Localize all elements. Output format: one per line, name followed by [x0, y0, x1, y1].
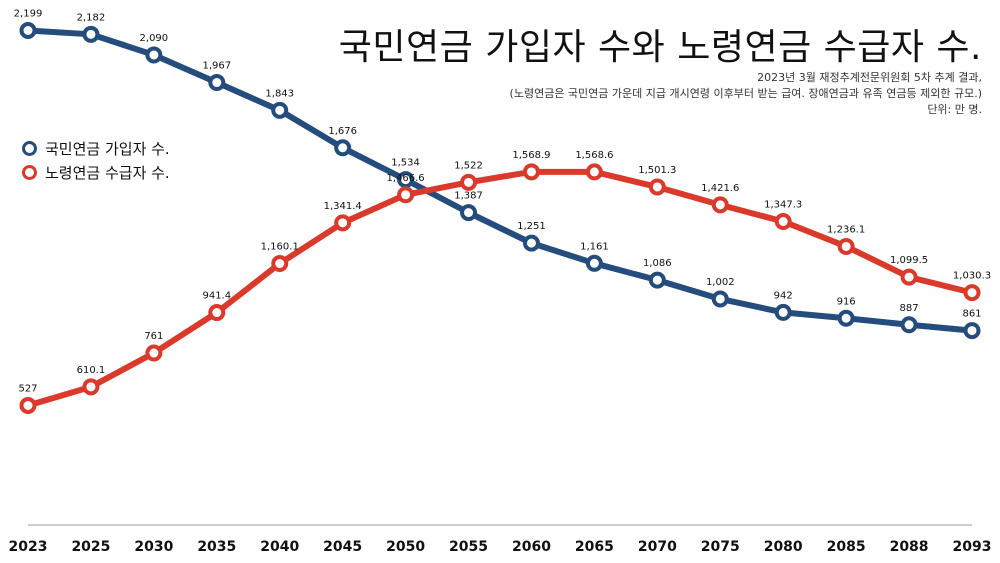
data-label-0-2050: 1,534 [391, 158, 420, 169]
data-point-1-2060 [522, 163, 540, 181]
data-point-0-2060 [522, 234, 540, 252]
x-tick-2070: 2070 [638, 539, 677, 555]
data-point-0-2055 [460, 204, 478, 222]
data-point-1-2065 [585, 163, 603, 181]
x-tick-2050: 2050 [386, 539, 425, 555]
data-point-0-2065 [585, 254, 603, 272]
x-tick-2080: 2080 [764, 539, 803, 555]
x-tick-2088: 2088 [890, 539, 929, 555]
data-label-1-2040: 1,160.1 [261, 242, 299, 253]
x-tick-2093: 2093 [953, 539, 992, 555]
data-label-1-2025: 610.1 [77, 365, 106, 376]
data-label-0-2055: 1,387 [454, 191, 483, 202]
data-point-0-2050 [397, 171, 415, 189]
data-label-1-2045: 1,341.4 [324, 201, 362, 212]
data-point-0-2035 [208, 74, 226, 92]
data-label-1-2055: 1,522 [454, 160, 483, 171]
data-point-0-2045 [334, 139, 352, 157]
data-point-0-2023 [19, 22, 37, 39]
data-point-1-2045 [334, 214, 352, 232]
data-label-0-2093: 861 [962, 309, 981, 320]
data-point-0-2040 [271, 101, 289, 119]
data-label-1-2080: 1,347.3 [764, 200, 802, 211]
data-label-1-2035: 941.4 [202, 291, 231, 302]
data-point-1-2055 [460, 173, 478, 191]
legend-label-recipients: 노령연금 수급자 수. [45, 163, 170, 182]
data-point-0-2080 [774, 303, 792, 321]
data-label-1-2023: 527 [18, 384, 37, 395]
data-label-0-2085: 916 [837, 296, 856, 307]
data-label-1-2030: 761 [144, 331, 163, 342]
note-source: 2023년 3월 재정추계전문위원회 5차 추계 결과, [757, 71, 982, 84]
legend-marker-blue [22, 140, 37, 156]
note-unit: 단위: 만 명. [927, 103, 982, 116]
data-label-0-2025: 2,182 [77, 12, 106, 23]
data-label-0-2023: 2,199 [14, 9, 43, 20]
chart-notes: 2023년 3월 재정추계전문위원회 5차 추계 결과, (노령연금은 국민연금… [510, 70, 982, 118]
data-label-0-2035: 1,967 [202, 61, 231, 72]
data-label-1-2060: 1,568.9 [512, 150, 550, 161]
data-point-1-2023 [19, 397, 37, 414]
data-label-1-2085: 1,236.1 [827, 224, 865, 235]
x-tick-2023: 2023 [9, 539, 48, 555]
x-tick-2025: 2025 [71, 539, 110, 555]
data-point-0-2093 [963, 322, 981, 340]
x-tick-labels: 2023 2025 2030 2035 2040 2045 2050 2055 2060 2065… [9, 539, 992, 555]
data-label-1-2050: 1,466.6 [387, 173, 425, 184]
x-tick-2075: 2075 [701, 539, 740, 555]
data-point-0-2030 [145, 46, 163, 64]
x-tick-2065: 2065 [575, 539, 614, 555]
data-label-0-2060: 1,251 [517, 221, 546, 232]
data-point-1-2080 [774, 213, 792, 231]
series-subscribers [19, 22, 981, 340]
data-point-1-2075 [711, 196, 729, 214]
data-point-0-2070 [648, 271, 666, 289]
x-tick-2030: 2030 [134, 539, 173, 555]
data-label-0-2070: 1,086 [643, 258, 672, 269]
legend-item-subscribers: 국민연금 가입자 수. [22, 136, 170, 160]
note-definition: (노령연금은 국민연금 가운데 지급 개시연령 이후부터 받는 급여. 장애연금… [509, 87, 982, 100]
data-label-1-2075: 1,421.6 [701, 183, 739, 194]
x-tick-2055: 2055 [449, 539, 488, 555]
data-label-0-2040: 1,843 [265, 88, 294, 99]
data-label-1-2088: 1,099.5 [890, 255, 928, 266]
series-line-1 [25, 168, 975, 409]
data-point-1-2035 [208, 304, 226, 322]
series-recipients [19, 163, 981, 414]
data-point-1-2070 [648, 178, 666, 196]
x-tick-2085: 2085 [827, 539, 866, 555]
data-point-0-2025 [82, 25, 100, 43]
data-label-0-2045: 1,676 [328, 126, 357, 137]
data-label-0-2065: 1,161 [580, 241, 609, 252]
legend-label-subscribers: 국민연금 가입자 수. [45, 139, 170, 158]
data-label-0-2075: 1,002 [706, 277, 735, 288]
data-point-1-2085 [837, 237, 855, 255]
data-label-1-2093: 1,030.3 [953, 271, 991, 282]
data-point-1-2050 [397, 186, 415, 204]
x-tick-2045: 2045 [323, 539, 362, 555]
x-tick-2040: 2040 [260, 539, 299, 555]
legend-marker-red [22, 164, 37, 180]
chart-title: 국민연금 가입자 수와 노령연금 수급자 수. [338, 27, 982, 68]
data-label-0-2080: 942 [774, 290, 793, 301]
x-tick-2060: 2060 [512, 539, 551, 555]
series-line-0 [25, 27, 975, 334]
data-point-1-2025 [82, 378, 100, 396]
data-point-0-2088 [900, 316, 918, 334]
data-point-1-2040 [271, 255, 289, 273]
data-label-1-2065: 1,568.6 [575, 150, 613, 161]
data-label-0-2030: 2,090 [140, 33, 169, 44]
data-labels: 2,199 2,182 2,090 1,967 1,843 1,676 1,534 1,387… [14, 9, 991, 395]
x-tick-2035: 2035 [197, 539, 236, 555]
data-point-1-2088 [900, 268, 918, 286]
data-point-1-2093 [963, 284, 981, 302]
data-label-1-2070: 1,501.3 [638, 165, 676, 176]
data-point-1-2030 [145, 344, 163, 362]
legend-item-recipients: 노령연금 수급자 수. [22, 160, 170, 184]
legend: 국민연금 가입자 수. 노령연금 수급자 수. [22, 136, 170, 184]
data-point-0-2085 [837, 309, 855, 327]
data-point-0-2075 [711, 290, 729, 308]
data-label-0-2088: 887 [900, 303, 919, 314]
